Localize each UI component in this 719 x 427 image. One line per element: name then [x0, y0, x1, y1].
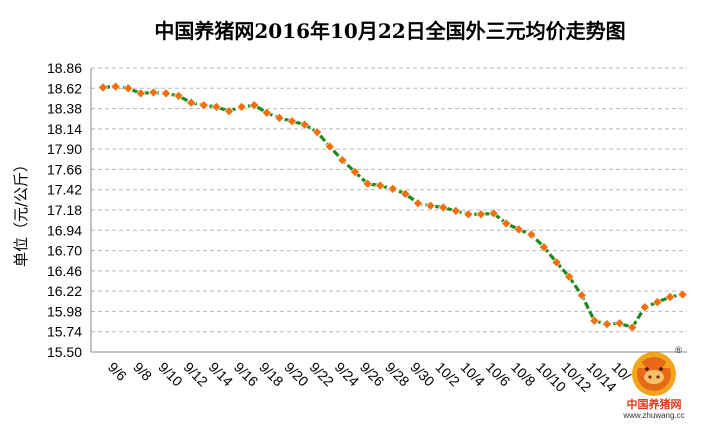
data-point: [312, 127, 323, 138]
x-tick-label: 10/8: [508, 359, 539, 390]
data-point: [488, 208, 499, 219]
y-axis-ticks: 18.86 18.62 18.38 18.14 17.90 17.66 17.42 17.18…: [47, 60, 82, 360]
logo-url-text: www.zhuwang.cc: [623, 411, 685, 420]
data-point: [438, 202, 449, 213]
x-tick-label: 9/26: [357, 359, 388, 390]
data-point: [639, 302, 650, 313]
data-point: [576, 290, 587, 301]
data-point: [513, 224, 524, 235]
price-series: [97, 81, 688, 333]
data-point: [286, 116, 298, 127]
y-tick-label: 18.38: [47, 101, 82, 117]
data-point: [412, 198, 424, 209]
data-point: [324, 141, 335, 152]
data-point: [198, 100, 209, 111]
y-tick-label: 18.86: [47, 60, 82, 76]
registered-mark: ®: [674, 346, 683, 356]
y-tick-label: 15.98: [47, 303, 82, 319]
data-point: [160, 88, 172, 99]
y-tick-label: 17.66: [47, 161, 82, 177]
data-point: [627, 322, 638, 333]
x-tick-label: 9/20: [281, 359, 312, 390]
data-point: [261, 107, 272, 118]
data-point: [211, 101, 222, 112]
data-point: [664, 292, 676, 303]
y-tick-label: 18.62: [47, 80, 82, 96]
data-point: [173, 90, 184, 101]
logo-brand-text: 中国养猪网: [626, 398, 682, 411]
data-point: [299, 119, 310, 130]
y-tick-label: 18.14: [47, 121, 82, 137]
y-tick-label: 16.22: [47, 283, 82, 299]
y-tick-label: 16.70: [47, 243, 82, 259]
x-tick-label: 9/14: [206, 359, 237, 390]
data-point: [135, 88, 146, 99]
data-point: [450, 205, 461, 216]
data-point: [249, 100, 260, 111]
y-tick-label: 16.94: [47, 222, 82, 238]
x-tick-label: 10/6: [483, 359, 514, 390]
data-point: [463, 209, 474, 220]
data-point: [375, 180, 386, 191]
y-tick-label: 17.90: [47, 141, 82, 157]
x-tick-label: 9/22: [306, 359, 337, 390]
x-tick-label: 10/4: [458, 359, 489, 390]
zhuwang-logo: ® 中国养猪网 www.zhuwang.cc: [618, 346, 714, 424]
grid-lines: [91, 67, 687, 353]
data-point: [110, 81, 121, 92]
data-point: [501, 218, 512, 229]
data-point: [538, 242, 550, 253]
data-point: [97, 82, 109, 93]
data-point: [123, 83, 134, 94]
y-tick-label: 15.50: [47, 344, 82, 360]
x-axis-ticks: 9/6 9/8 9/109/129/149/169/189/209/229/249/…: [105, 359, 634, 395]
data-point: [425, 200, 436, 211]
data-point: [526, 229, 537, 240]
data-point: [337, 155, 348, 166]
data-point: [551, 257, 562, 268]
chart-title: 中国养猪网2016年10月22日全国外三元均价走势图: [154, 19, 625, 43]
data-point: [652, 297, 663, 308]
data-point: [186, 97, 197, 108]
data-point: [148, 87, 159, 98]
x-tick-label: 9/10: [155, 359, 186, 390]
y-tick-label: 15.74: [47, 324, 82, 340]
y-tick-label: 16.46: [47, 263, 82, 279]
data-point: [677, 289, 688, 300]
x-tick-label: 9/16: [231, 359, 262, 390]
x-tick-label: 9/30: [407, 359, 438, 390]
y-axis-label: 单位（元/公斤）: [12, 157, 30, 267]
x-tick-label: 9/18: [256, 359, 287, 390]
data-point: [614, 318, 625, 329]
data-point: [601, 319, 613, 330]
data-point: [589, 315, 600, 326]
x-tick-label: 9/28: [382, 359, 413, 390]
data-point: [475, 209, 487, 220]
data-point: [387, 183, 398, 194]
pig-logo-icon: [632, 352, 676, 396]
y-tick-label: 17.42: [47, 182, 82, 198]
data-point: [223, 106, 235, 117]
x-tick-label: 9/6: [105, 359, 130, 384]
data-point: [564, 271, 575, 282]
x-tick-label: 9/8: [130, 359, 155, 384]
data-point: [400, 188, 411, 199]
data-point: [349, 166, 361, 177]
x-tick-label: 9/12: [180, 359, 211, 390]
x-tick-label: 10/2: [432, 359, 463, 390]
data-point: [274, 112, 285, 123]
data-point: [236, 101, 247, 112]
y-tick-label: 17.18: [47, 202, 82, 218]
data-point: [362, 178, 373, 189]
x-tick-label: 9/24: [332, 359, 363, 390]
